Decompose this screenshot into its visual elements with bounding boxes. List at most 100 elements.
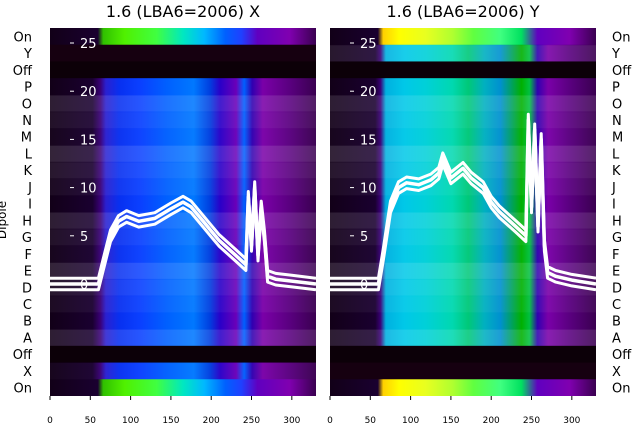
row-label: F	[25, 248, 32, 263]
row-label: B	[23, 315, 32, 330]
heatmap-row-f	[50, 245, 316, 263]
overlay-ytick-label: 20	[80, 85, 97, 100]
heatmap-row-c	[330, 295, 596, 313]
row-label: G	[22, 231, 32, 246]
overlay-ytick-label: 15	[80, 133, 97, 148]
row-label: Off	[13, 348, 33, 363]
heatmap-row-i	[330, 195, 596, 213]
row-label: E	[612, 265, 620, 280]
row-label: B	[612, 315, 621, 330]
xtick-label: 200	[203, 416, 220, 426]
heatmap-row-b	[50, 312, 316, 330]
heatmap-row-y	[330, 44, 596, 62]
row-label: N	[22, 114, 32, 129]
row-label: Off	[13, 64, 33, 79]
row-label: O	[612, 97, 622, 112]
xtick-label: 100	[122, 416, 139, 426]
overlay-ytick-label: 15	[360, 133, 377, 148]
row-label: H	[22, 214, 32, 229]
row-label: A	[23, 331, 32, 346]
heatmap-row-c	[50, 295, 316, 313]
xtick-label: 0	[47, 416, 53, 426]
row-label: K	[23, 164, 32, 179]
xtick-label: 300	[283, 416, 300, 426]
panel-title-2: 1.6 (LBA6=2006) Y	[386, 2, 539, 21]
xtick-label: 50	[365, 416, 377, 426]
heatmap-row-h	[330, 212, 596, 230]
row-label: F	[612, 248, 619, 263]
row-label: On	[612, 382, 630, 397]
row-label: On	[14, 382, 32, 397]
xtick-label: 150	[162, 416, 179, 426]
row-label: Y	[23, 47, 32, 62]
row-label: O	[22, 97, 32, 112]
heatmap-row-n	[330, 111, 596, 129]
row-label: H	[612, 214, 622, 229]
overlay-series-line	[50, 180, 316, 280]
heatmap-row-on	[50, 379, 316, 396]
xtick-label: 0	[327, 416, 333, 426]
heatmap-row-h	[50, 212, 316, 230]
row-label: C	[612, 298, 621, 313]
heatmap-row-o	[330, 94, 596, 113]
heatmap-row-g	[50, 228, 316, 246]
overlay-ytick-label: 10	[360, 182, 377, 197]
row-label: L	[25, 147, 33, 162]
row-label: P	[24, 81, 32, 96]
row-label: N	[612, 114, 622, 129]
row-label: Y	[611, 47, 620, 62]
y-axis-label: Dipole	[0, 201, 9, 239]
heatmap-row-x	[330, 362, 596, 380]
row-label: J	[27, 181, 32, 196]
row-label: L	[612, 147, 620, 162]
overlay-ytick-label: 5	[80, 230, 88, 245]
xtick-label: 150	[442, 416, 459, 426]
row-label: K	[612, 164, 621, 179]
row-label: M	[612, 131, 623, 146]
xtick-label: 200	[483, 416, 500, 426]
heatmap-row-b	[330, 312, 596, 330]
row-label: C	[23, 298, 32, 313]
panel-title-1: 1.6 (LBA6=2006) X	[106, 2, 260, 21]
row-label: M	[21, 131, 32, 146]
row-label: G	[612, 231, 622, 246]
heatmap-row-off	[50, 345, 316, 364]
heatmap-row-f	[330, 245, 596, 263]
heatmap-row-a	[330, 329, 596, 347]
heatmap-row-m	[50, 128, 316, 146]
row-label: On	[14, 30, 32, 45]
heatmap-row-d	[50, 278, 316, 297]
row-label: Off	[612, 348, 632, 363]
row-label: X	[23, 365, 32, 380]
row-label: On	[612, 30, 630, 45]
row-label: Off	[612, 64, 632, 79]
heatmap-row-off	[330, 345, 596, 364]
heatmap-row-g	[330, 228, 596, 246]
heatmap-row-l	[50, 145, 316, 163]
heatmap-row-n	[50, 111, 316, 129]
row-label: I	[612, 198, 616, 213]
xtick-label: 250	[523, 416, 540, 426]
overlay-ytick-label: 25	[80, 37, 97, 52]
heatmap-row-o	[50, 94, 316, 113]
heatmap-row-p	[50, 78, 316, 96]
heatmap-row-e	[330, 262, 596, 280]
heatmap-row-off	[50, 61, 316, 79]
row-label: P	[612, 81, 620, 96]
xtick-label: 50	[85, 416, 97, 426]
overlay-ytick-label: 20	[360, 85, 377, 100]
heatmap-row-d	[330, 278, 596, 297]
row-label: E	[24, 265, 32, 280]
heatmap-row-y	[50, 44, 316, 62]
xtick-label: 250	[243, 416, 260, 426]
heatmap-row-e	[50, 262, 316, 280]
row-label: D	[612, 281, 622, 296]
heatmap-row-on	[50, 28, 316, 46]
row-label: A	[612, 331, 621, 346]
row-label: X	[612, 365, 621, 380]
xtick-label: 100	[402, 416, 419, 426]
heatmap-row-on	[330, 28, 596, 46]
heatmap-row-p	[330, 78, 596, 96]
